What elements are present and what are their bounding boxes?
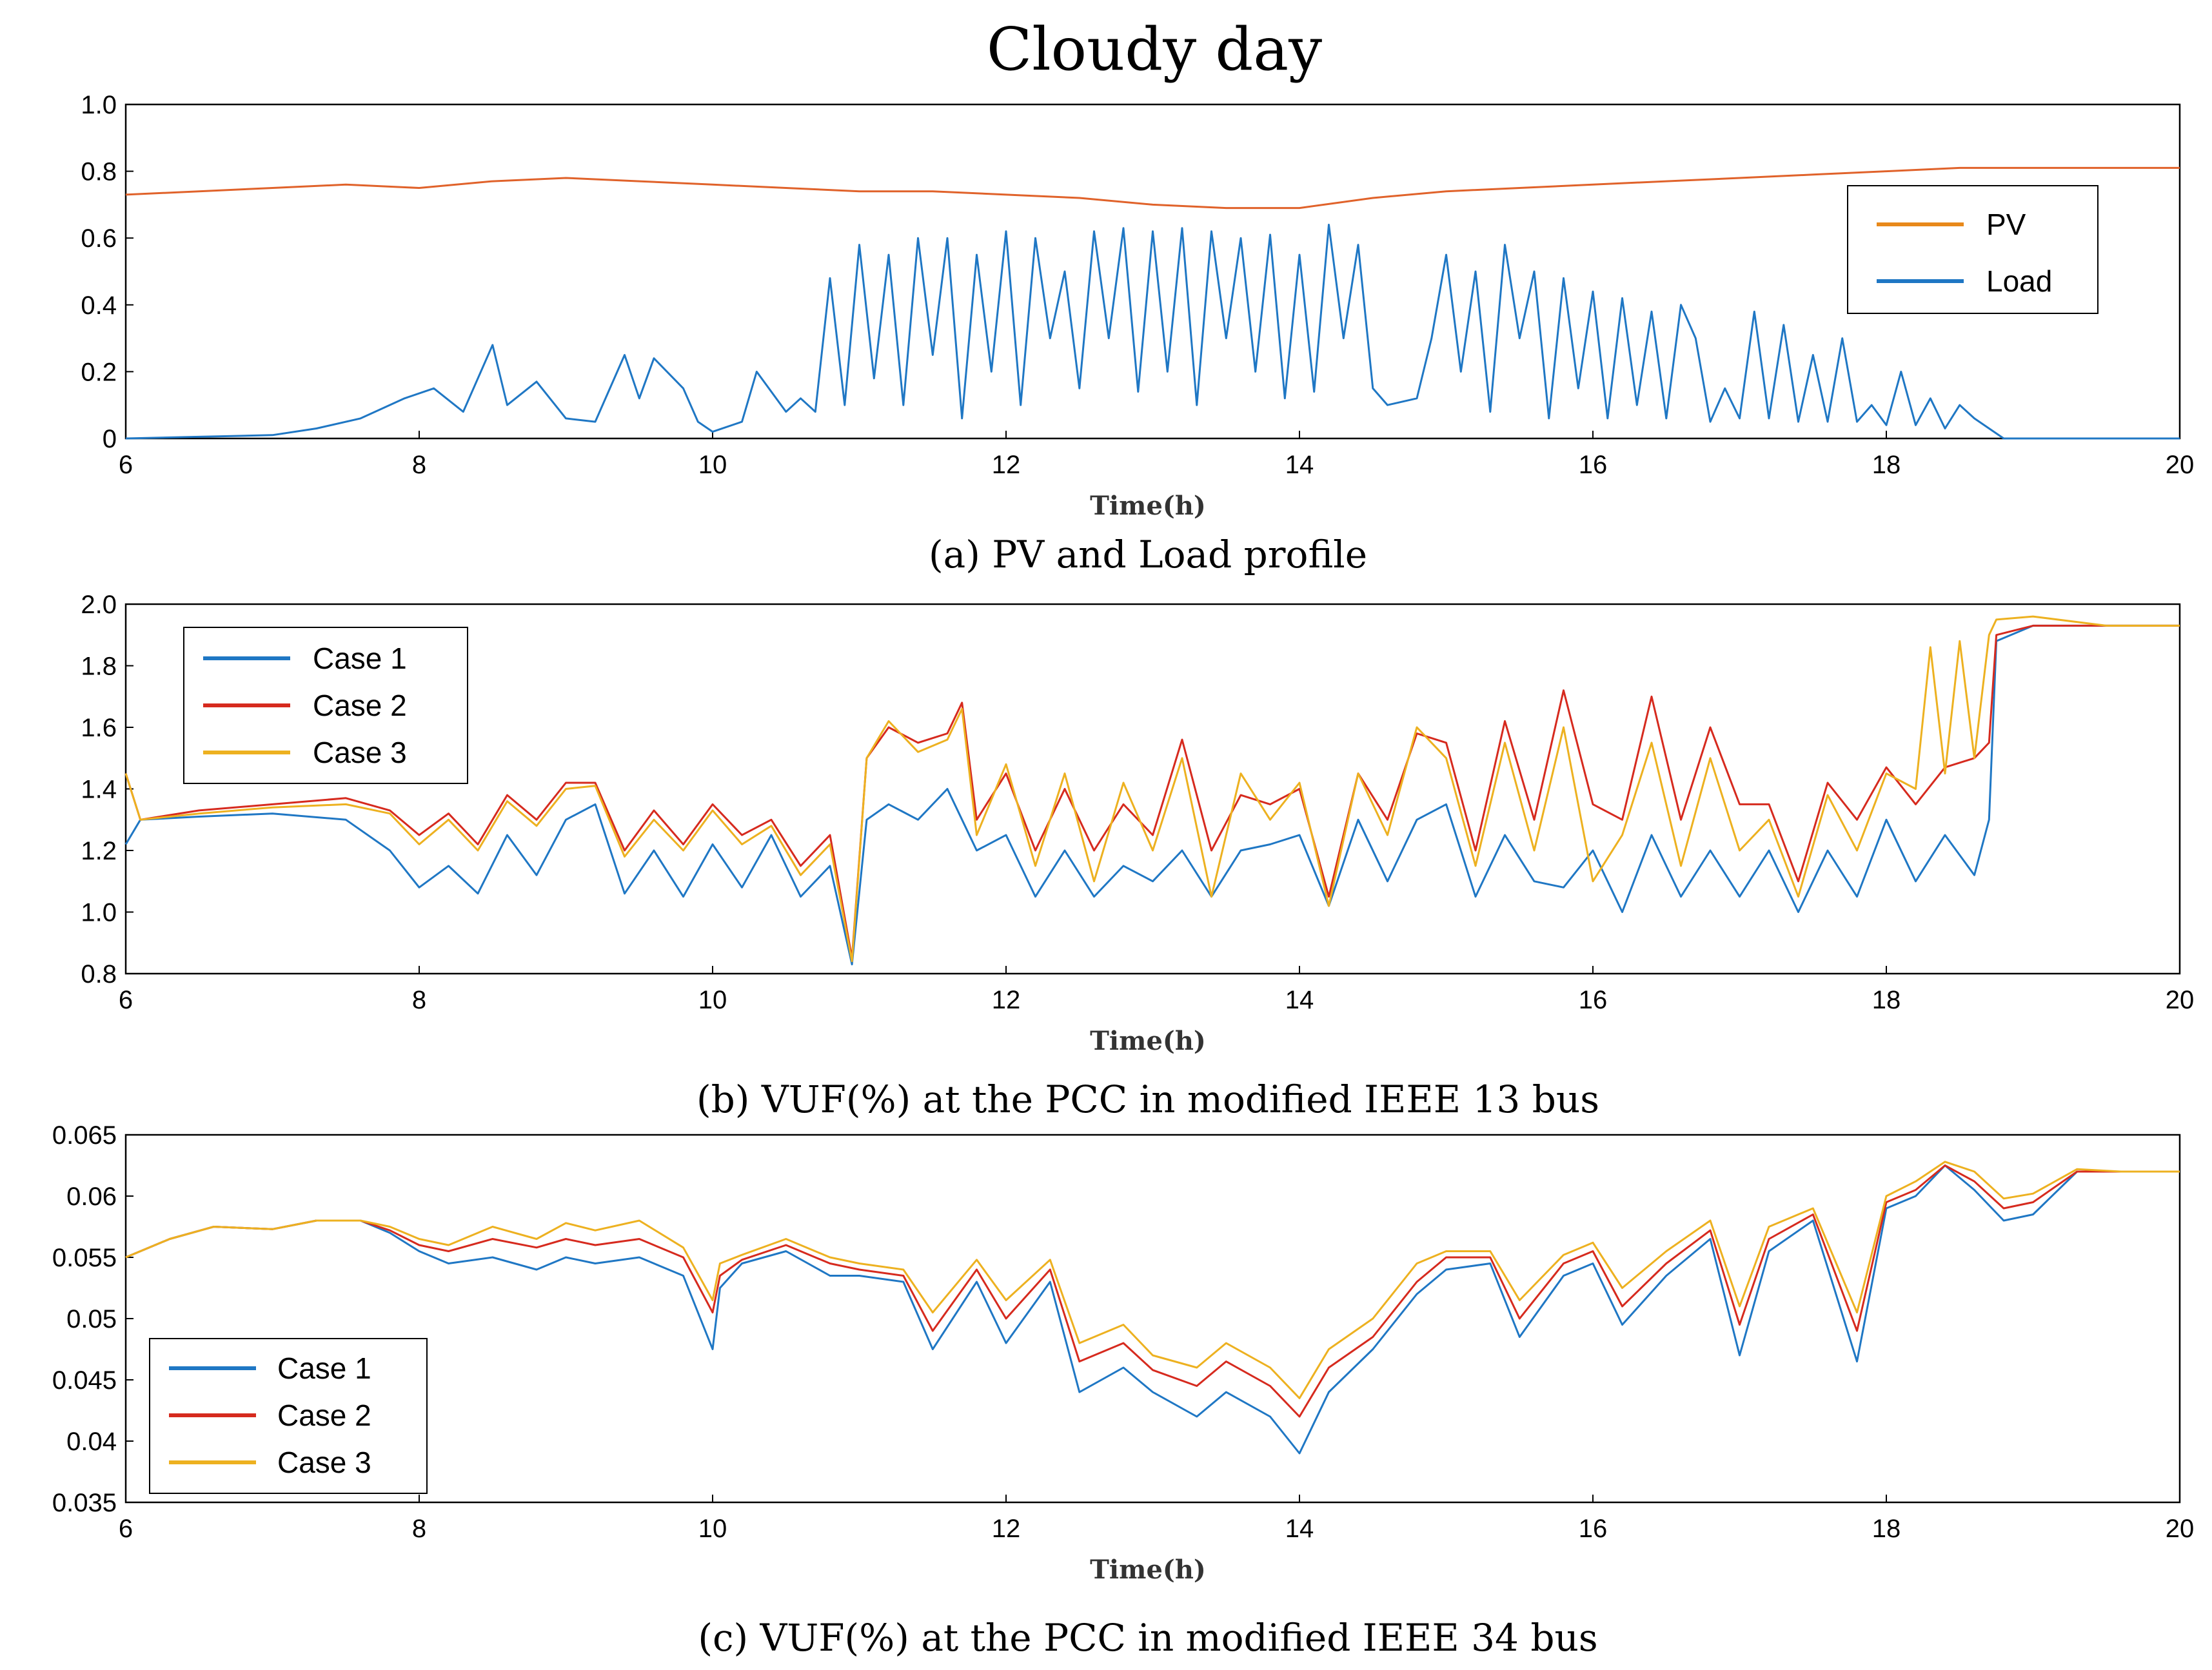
x-tick-label: 12	[992, 986, 1021, 1014]
x-tick-label: 6	[119, 986, 133, 1014]
series-lines-a	[125, 166, 2180, 440]
x-tick-label: 10	[698, 986, 727, 1014]
x-tick-label: 10	[698, 451, 727, 479]
y-tick-label: 1.0	[81, 91, 117, 119]
x-tick-label: 8	[412, 986, 426, 1014]
x-tick-label: 10	[698, 1515, 727, 1543]
x-ticks-c: 6 8 10 12 14 16 18 20	[119, 1495, 2194, 1543]
series-line-load	[125, 224, 2180, 440]
y-tick-label: 0.8	[81, 158, 117, 186]
plot-area-a	[124, 103, 2181, 440]
y-tick-label: 2.0	[81, 591, 117, 619]
x-axis-label-a: Time(h)	[1090, 491, 1206, 521]
series-line-case-3	[124, 615, 2180, 963]
x-tick-label: 12	[992, 451, 1021, 479]
y-ticks-b: 0.8 1.0 1.2 1.4 1.6 1.8 2.0	[81, 591, 133, 988]
series-line-case-1	[125, 1164, 2180, 1455]
y-tick-label: 0.035	[52, 1489, 117, 1517]
y-tick-label: 1.2	[81, 837, 117, 865]
y-tick-label: 1.6	[81, 714, 117, 742]
x-axis-label-c: Time(h)	[1090, 1555, 1206, 1585]
legend-b: Case 1 Case 2 Case 3	[183, 627, 468, 784]
y-tick-label: 0.6	[81, 224, 117, 253]
plot-area-c	[124, 1134, 2181, 1504]
y-tick-label: 0.4	[81, 291, 117, 320]
y-tick-label: 0.04	[66, 1428, 117, 1456]
series-line-case-1	[124, 624, 2180, 966]
y-tick-label: 0.055	[52, 1244, 117, 1272]
panel-c: 0.035 0.04 0.045 0.05 0.055 0.06 0.065 6 8 10 12 1…	[52, 1121, 2194, 1660]
x-axis-label-b: Time(h)	[1090, 1026, 1206, 1056]
x-tick-label: 18	[1872, 986, 1901, 1014]
x-tick-label: 16	[1579, 451, 1608, 479]
x-tick-label: 12	[992, 1515, 1021, 1543]
x-ticks-a: 6 8 10 12 14 16 18 20	[119, 431, 2194, 479]
y-ticks-a: 0 0.2 0.4 0.6 0.8 1.0	[81, 91, 133, 453]
caption-c: (c) VUF(%) at the PCC in modified IEEE 3…	[698, 1616, 1597, 1660]
x-tick-label: 16	[1579, 986, 1608, 1014]
y-ticks-c: 0.035 0.04 0.045 0.05 0.055 0.06 0.065	[52, 1121, 133, 1517]
x-tick-label: 18	[1872, 1515, 1901, 1543]
y-tick-label: 0.05	[66, 1305, 117, 1333]
legend-box-a	[1847, 185, 2098, 314]
panel-a: 00.20.40.60.81.0 6 8 10 12 14 16 18 20 Time(h) …	[81, 91, 2194, 576]
y-tick-label: 0	[103, 425, 117, 453]
y-tick-label: 0.06	[66, 1183, 117, 1211]
series-lines-b	[124, 615, 2180, 966]
y-tick-label: 1.4	[81, 776, 117, 804]
x-tick-label: 18	[1872, 451, 1901, 479]
series-line-case-3	[125, 1161, 2180, 1399]
x-tick-label: 16	[1579, 1515, 1608, 1543]
x-tick-label: 14	[1285, 1515, 1314, 1543]
caption-b: (b) VUF(%) at the PCC in modified IEEE 1…	[696, 1077, 1599, 1121]
x-tick-label: 14	[1285, 451, 1314, 479]
y-tick-label: 1.0	[81, 899, 117, 927]
legend-label-pv: PV	[1986, 208, 2026, 241]
caption-a: (a) PV and Load profile	[929, 533, 1367, 576]
x-tick-label: 6	[119, 451, 133, 479]
legend-c: Case 1 Case 2 Case 3	[149, 1338, 428, 1494]
figure-title: Cloudy day	[987, 15, 1322, 84]
series-lines-c	[125, 1161, 2180, 1455]
legend-label-case-2: Case 2	[277, 1399, 371, 1432]
legend-a: PV Load	[1847, 185, 2098, 314]
x-tick-label: 20	[2166, 986, 2195, 1014]
legend-label-case-3: Case 3	[313, 736, 407, 769]
y-tick-label: 0.8	[81, 960, 117, 988]
series-line-pv	[125, 166, 2180, 210]
x-tick-label: 6	[119, 1515, 133, 1543]
y-tick-label: 0.2	[81, 358, 117, 386]
legend-label-case-2: Case 2	[313, 689, 407, 722]
y-tick-label: 0.045	[52, 1366, 117, 1395]
x-tick-label: 8	[412, 451, 426, 479]
panel-b: 0.8 1.0 1.2 1.4 1.6 1.8 2.0 6 8 10 12 14 16 18 20 Tim…	[81, 591, 2194, 1121]
y-tick-label: 0.065	[52, 1121, 117, 1150]
series-line-case-2	[125, 1164, 2180, 1418]
legend-label-load: Load	[1986, 264, 2052, 298]
legend-label-case-1: Case 1	[277, 1351, 371, 1385]
x-ticks-b: 6 8 10 12 14 16 18 20	[119, 966, 2194, 1014]
x-tick-label: 8	[412, 1515, 426, 1543]
x-tick-label: 14	[1285, 986, 1314, 1014]
legend-label-case-1: Case 1	[313, 642, 407, 675]
series-line-case-2	[124, 624, 2180, 959]
x-tick-label: 20	[2166, 1515, 2195, 1543]
legend-label-case-3: Case 3	[277, 1446, 371, 1479]
y-tick-label: 1.8	[81, 653, 117, 681]
x-tick-label: 20	[2166, 451, 2195, 479]
